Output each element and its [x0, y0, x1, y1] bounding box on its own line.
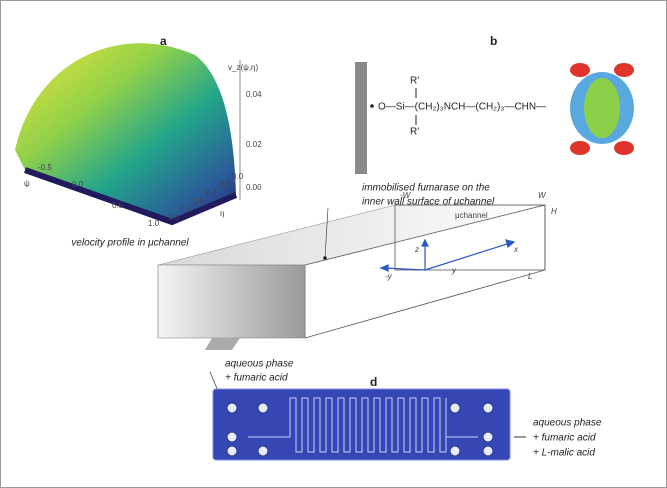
wall — [355, 62, 367, 174]
port — [258, 403, 268, 413]
port — [450, 403, 460, 413]
outlet-label: aqueous phase — [533, 418, 602, 429]
port — [227, 432, 237, 442]
psi-tick: -0.5 — [38, 163, 52, 172]
dot — [323, 256, 327, 260]
port — [227, 446, 237, 456]
inlet-label: aqueous phase — [225, 359, 294, 370]
enzyme — [570, 63, 634, 155]
formula: O—Si—(CH₂)₃NCH—(CH₂)₃—CHN— — [378, 102, 546, 113]
eta-tick: 0.8 — [180, 205, 192, 214]
end-face — [158, 265, 305, 338]
figure: a v_z(ψ,η) 0.04 0.02 0.00 -0.5 0.0 0.5 1… — [0, 0, 667, 488]
eta-tick: 0.4 — [206, 188, 218, 197]
axis-label: -W — [400, 191, 412, 200]
eta-tick: 1.0 — [168, 213, 180, 222]
axis-label: z — [414, 245, 419, 254]
port — [227, 403, 237, 413]
eta-tick: 0.2 — [219, 180, 231, 189]
panel-label: d — [370, 375, 377, 389]
panel-label: a — [160, 34, 167, 48]
port — [483, 432, 493, 442]
axis-label: -y — [385, 272, 393, 281]
dot — [370, 104, 374, 108]
psi-label: ψ — [24, 179, 30, 188]
z-tick: 0.04 — [246, 90, 262, 99]
port — [450, 446, 460, 456]
z-label: v_z(ψ,η) — [228, 63, 258, 72]
psi-tick: 1.0 — [148, 219, 160, 228]
axis-label: H — [551, 207, 557, 216]
port — [258, 446, 268, 456]
outlet-label: + L-malic acid — [533, 448, 595, 459]
z-tick: 0.02 — [246, 140, 262, 149]
port — [483, 446, 493, 456]
caption: immobilised fumarase on the — [362, 183, 490, 194]
z-tick: 0.00 — [246, 183, 262, 192]
inlet-label: + fumaric acid — [225, 373, 288, 384]
outlet-label: + fumaric acid — [533, 433, 596, 444]
eta-tick: 0.6 — [193, 197, 205, 206]
psi-tick: 0.0 — [72, 180, 84, 189]
eta-label: η — [220, 209, 224, 218]
caption: velocity profile in μchannel — [71, 238, 189, 249]
r-bottom: R' — [410, 127, 419, 138]
psi-tick: 0.5 — [112, 201, 124, 210]
eta-tick: 0.0 — [232, 172, 244, 181]
r-top: R' — [410, 76, 419, 87]
port — [483, 403, 493, 413]
channel-label: μchannel — [455, 211, 488, 220]
panel-label: b — [490, 34, 497, 48]
axis-label: L — [528, 272, 532, 281]
